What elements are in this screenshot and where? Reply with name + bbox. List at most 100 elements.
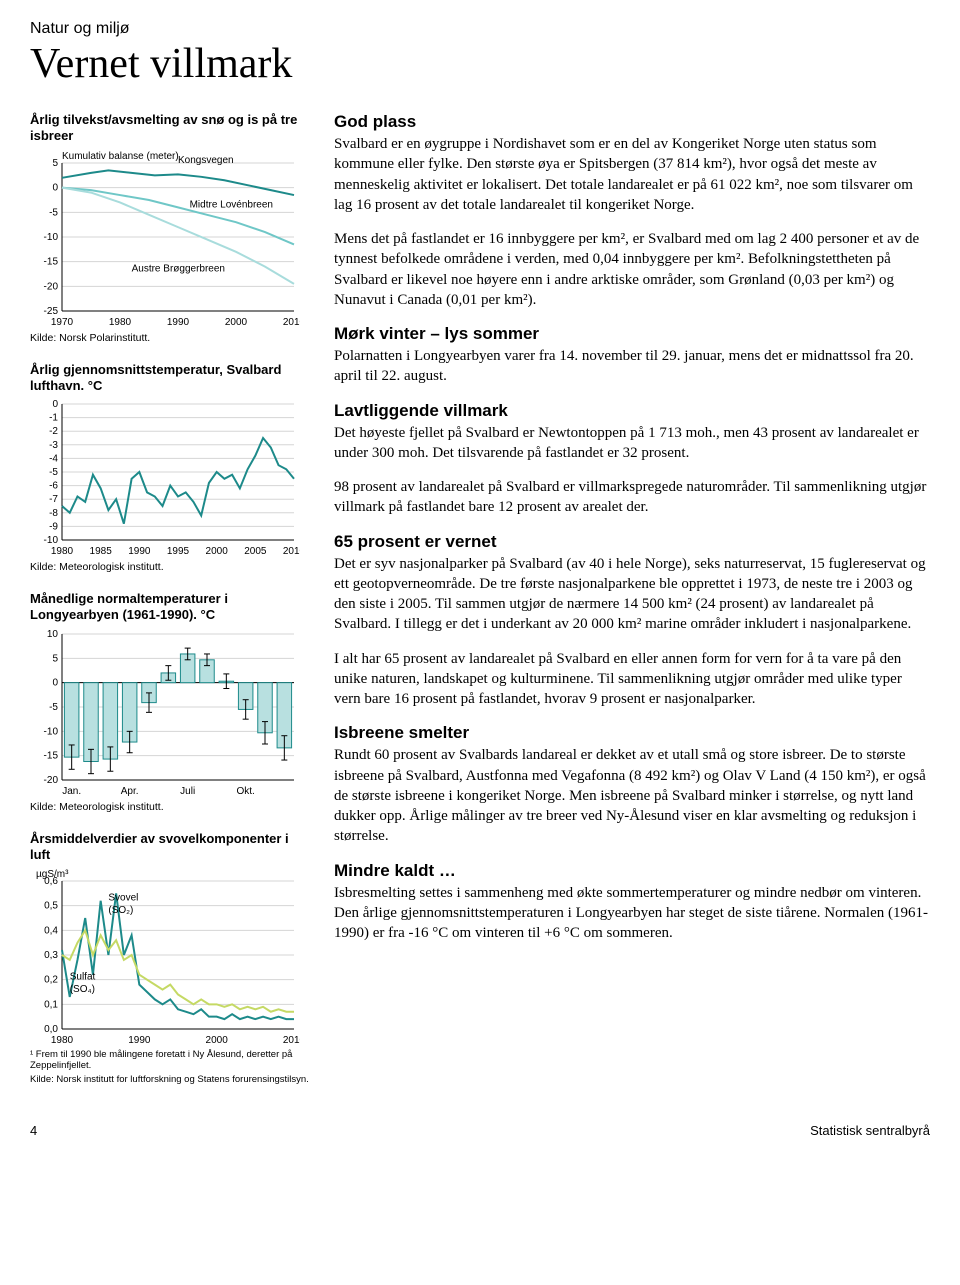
chart-sulphur: Årsmiddelverdier av svovelkomponenter i … [30,831,310,1086]
svg-text:-5: -5 [49,207,58,218]
publisher: Statistisk sentralbyrå [810,1123,930,1138]
svg-text:2005: 2005 [244,546,267,557]
svg-text:2010: 2010 [283,1035,300,1046]
svg-text:-3: -3 [49,440,58,451]
svg-text:1970: 1970 [51,317,74,328]
svg-text:(SO₂): (SO₂) [108,905,133,916]
section-vinter: Mørk vinter – lys sommer Polarnatten i L… [334,324,930,387]
svg-text:Jan.: Jan. [62,786,81,797]
svg-text:-9: -9 [49,521,58,532]
svg-text:-1: -1 [49,413,58,424]
chart1-title: Årlig tilvekst/avsmelting av snø og is p… [30,112,310,145]
svg-text:2010: 2010 [283,317,300,328]
svg-text:Okt.: Okt. [236,786,254,797]
section-kaldt: Mindre kaldt … Isbresmelting settes i sa… [334,861,930,944]
svg-text:2000: 2000 [206,1035,229,1046]
svg-text:0: 0 [52,182,58,193]
p-god-plass-2: Mens det på fastlandet er 16 innbyggere … [334,229,930,310]
svg-text:-7: -7 [49,494,58,505]
svg-text:0,0: 0,0 [44,1024,58,1035]
svg-text:0: 0 [52,677,58,688]
chart4-note: ¹ Frem til 1990 ble målingene foretatt i… [30,1049,310,1072]
chart1-source: Kilde: Norsk Polarinstitutt. [30,332,310,344]
svg-text:Juli: Juli [180,786,195,797]
p-isbreer: Rundt 60 prosent av Svalbards landareal … [334,745,930,846]
svg-text:Apr.: Apr. [121,786,139,797]
svg-text:5: 5 [52,653,58,664]
svg-text:2000: 2000 [225,317,248,328]
svg-text:0,5: 0,5 [44,901,58,912]
svg-text:5: 5 [52,158,58,169]
svg-text:-5: -5 [49,467,58,478]
p-villmark-1: Det høyeste fjellet på Svalbard er Newto… [334,423,930,464]
p-vinter: Polarnatten i Longyearbyen varer fra 14.… [334,346,930,387]
h-vernet: 65 prosent er vernet [334,532,930,552]
h-god-plass: God plass [334,112,930,132]
svg-text:-5: -5 [49,702,58,713]
svg-text:0,4: 0,4 [44,925,58,936]
chart-glaciers: Årlig tilvekst/avsmelting av snø og is p… [30,112,310,344]
charts-column: Årlig tilvekst/avsmelting av snø og is p… [30,112,310,1103]
svg-text:0,3: 0,3 [44,950,58,961]
svg-text:1980: 1980 [51,1035,74,1046]
section-god-plass: God plass Svalbard er en øygruppe i Nord… [334,112,930,215]
svg-text:0,2: 0,2 [44,975,58,986]
h-kaldt: Mindre kaldt … [334,861,930,881]
svg-text:-8: -8 [49,508,58,519]
section-isbreer: Isbreene smelter Rundt 60 prosent av Sva… [334,723,930,846]
p-kaldt: Isbresmelting settes i sammenheng med øk… [334,883,930,944]
svg-text:Austre Brøggerbreen: Austre Brøggerbreen [132,263,225,274]
svg-text:-15: -15 [44,750,59,761]
section-vernet-2: I alt har 65 prosent av landarealet på S… [334,649,930,710]
svg-text:-15: -15 [44,256,59,267]
svg-text:Kongsvegen: Kongsvegen [178,155,234,166]
p-vernet-1: Det er syv nasjonalparker på Svalbard (a… [334,554,930,635]
svg-text:Kumulativ balanse (meter): Kumulativ balanse (meter) [62,151,179,162]
svg-text:0: 0 [52,399,58,410]
svg-text:10: 10 [47,629,59,640]
svg-text:1990: 1990 [128,546,151,557]
page-title: Vernet villmark [30,40,930,88]
svg-text:-20: -20 [44,281,59,292]
chart4-title: Årsmiddelverdier av svovelkomponenter i … [30,831,310,864]
chart3-source: Kilde: Meteorologisk institutt. [30,801,310,813]
p-god-plass-1: Svalbard er en øygruppe i Nordishavet so… [334,134,930,215]
svg-text:(SO₄): (SO₄) [70,984,95,995]
section-god-plass-2: Mens det på fastlandet er 16 innbyggere … [334,229,930,310]
svg-text:-4: -4 [49,453,58,464]
h-isbreer: Isbreene smelter [334,723,930,743]
section-villmark-2: 98 prosent av landarealet på Svalbard er… [334,477,930,518]
svg-text:1990: 1990 [128,1035,151,1046]
kicker: Natur og miljø [30,20,930,38]
svg-text:1985: 1985 [90,546,113,557]
svg-text:-10: -10 [44,232,59,243]
svg-text:Sulfat: Sulfat [70,972,96,983]
svg-text:Svovel: Svovel [108,893,138,904]
page-number: 4 [30,1123,37,1138]
chart4-source: Kilde: Norsk institutt for luftforskning… [30,1074,310,1085]
h-vinter: Mørk vinter – lys sommer [334,324,930,344]
svg-text:1980: 1980 [51,546,74,557]
svg-text:-10: -10 [44,535,59,546]
svg-text:Midtre Lovénbreen: Midtre Lovénbreen [190,199,273,210]
section-vernet: 65 prosent er vernet Det er syv nasjonal… [334,532,930,635]
svg-text:1990: 1990 [167,317,190,328]
svg-text:-20: -20 [44,775,59,786]
chart-temperature: Årlig gjennomsnittstemperatur, Svalbard … [30,362,310,574]
chart2-title: Årlig gjennomsnittstemperatur, Svalbard … [30,362,310,395]
p-villmark-2: 98 prosent av landarealet på Svalbard er… [334,477,930,518]
svg-text:1980: 1980 [109,317,132,328]
chart-monthly-normals: Månedlige normaltemperaturer i Longyearb… [30,591,310,813]
svg-text:0,6: 0,6 [44,876,58,887]
article-column: God plass Svalbard er en øygruppe i Nord… [334,112,930,1103]
svg-text:2000: 2000 [206,546,229,557]
svg-text:2010: 2010 [283,546,300,557]
svg-text:-10: -10 [44,726,59,737]
chart3-title: Månedlige normaltemperaturer i Longyearb… [30,591,310,624]
svg-text:0,1: 0,1 [44,999,58,1010]
svg-text:-6: -6 [49,481,58,492]
svg-text:1995: 1995 [167,546,190,557]
chart2-source: Kilde: Meteorologisk institutt. [30,561,310,573]
svg-text:-25: -25 [44,306,59,317]
page-footer: 4 Statistisk sentralbyrå [30,1123,930,1138]
